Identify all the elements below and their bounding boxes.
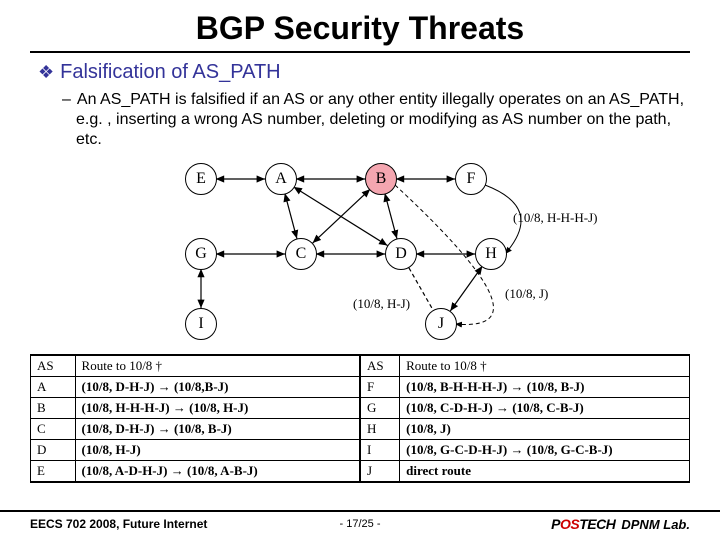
diamond-bullet-icon: ❖ (38, 62, 54, 82)
routing-table-left: AS Route to 10/8 † A(10/8, D-H-J) → (10/… (30, 355, 360, 482)
footer-right: POSTECH DPNM Lab. (551, 516, 690, 532)
bullet-level2: –An AS_PATH is falsified if an AS or any… (30, 90, 690, 150)
dash-bullet-icon: – (62, 91, 71, 108)
bullet1-text: Falsification of AS_PATH (60, 61, 280, 83)
th-as-r: AS (361, 356, 400, 377)
table-cell: (10/8, H-J) (75, 440, 359, 461)
th-route-r: Route to 10/8 † (400, 356, 690, 377)
table-cell: A (31, 377, 76, 398)
table-cell: (10/8, D-H-J) → (10/8, B-J) (75, 419, 359, 440)
node-J: J (425, 308, 457, 340)
table-cell: B (31, 398, 76, 419)
node-D: D (385, 238, 417, 270)
table-cell: (10/8, B-H-H-H-J) → (10/8, B-J) (400, 377, 690, 398)
table-cell: D (31, 440, 76, 461)
footer-page: - 17/25 - (340, 518, 381, 530)
table-cell: E (31, 461, 76, 482)
dpnm-label: DPNM Lab. (621, 517, 690, 532)
edge-annotation: (10/8, H-H-H-J) (513, 210, 597, 226)
routing-table-right: AS Route to 10/8 † F(10/8, B-H-H-H-J) → … (360, 355, 690, 482)
node-H: H (475, 238, 507, 270)
slide-title: BGP Security Threats (30, 10, 690, 53)
th-route-l: Route to 10/8 † (75, 356, 359, 377)
node-E: E (185, 163, 217, 195)
table-cell: J (361, 461, 400, 482)
routing-table: AS Route to 10/8 † A(10/8, D-H-J) → (10/… (30, 354, 690, 483)
table-cell: (10/8, G-C-D-H-J) → (10/8, G-C-B-J) (400, 440, 690, 461)
network-diagram: E A B F G C D H I J (10/8, H-H-H-J) (10/8, H-J) (10… (125, 158, 595, 348)
table-cell: (10/8, C-D-H-J) → (10/8, C-B-J) (400, 398, 690, 419)
diagram-annotation: (10/8, J) (505, 286, 548, 302)
th-as-l: AS (31, 356, 76, 377)
table-cell: I (361, 440, 400, 461)
node-A: A (265, 163, 297, 195)
node-I: I (185, 308, 217, 340)
table-cell: (10/8, A-D-H-J) → (10/8, A-B-J) (75, 461, 359, 482)
table-cell: F (361, 377, 400, 398)
logo-os: OS (560, 516, 579, 532)
node-C: C (285, 238, 317, 270)
table-cell: (10/8, D-H-J) → (10/8,B-J) (75, 377, 359, 398)
table-cell: (10/8, J) (400, 419, 690, 440)
postech-logo: POSTECH (551, 516, 615, 532)
bullet2-text: An AS_PATH is falsified if an AS or any … (76, 91, 684, 148)
slide-footer: EECS 702 2008, Future Internet - 17/25 -… (0, 510, 720, 532)
node-B: B (365, 163, 397, 195)
table-cell: C (31, 419, 76, 440)
table-cell: H (361, 419, 400, 440)
table-cell: G (361, 398, 400, 419)
bullet-level1: ❖ Falsification of AS_PATH (30, 61, 690, 84)
footer-left: EECS 702 2008, Future Internet (30, 517, 207, 531)
logo-tech: TECH (579, 516, 615, 532)
logo-p: P (551, 516, 560, 532)
node-G: G (185, 238, 217, 270)
node-F: F (455, 163, 487, 195)
table-cell: (10/8, H-H-H-J) → (10/8, H-J) (75, 398, 359, 419)
diagram-annotation: (10/8, H-J) (353, 296, 410, 312)
table-cell: direct route (400, 461, 690, 482)
